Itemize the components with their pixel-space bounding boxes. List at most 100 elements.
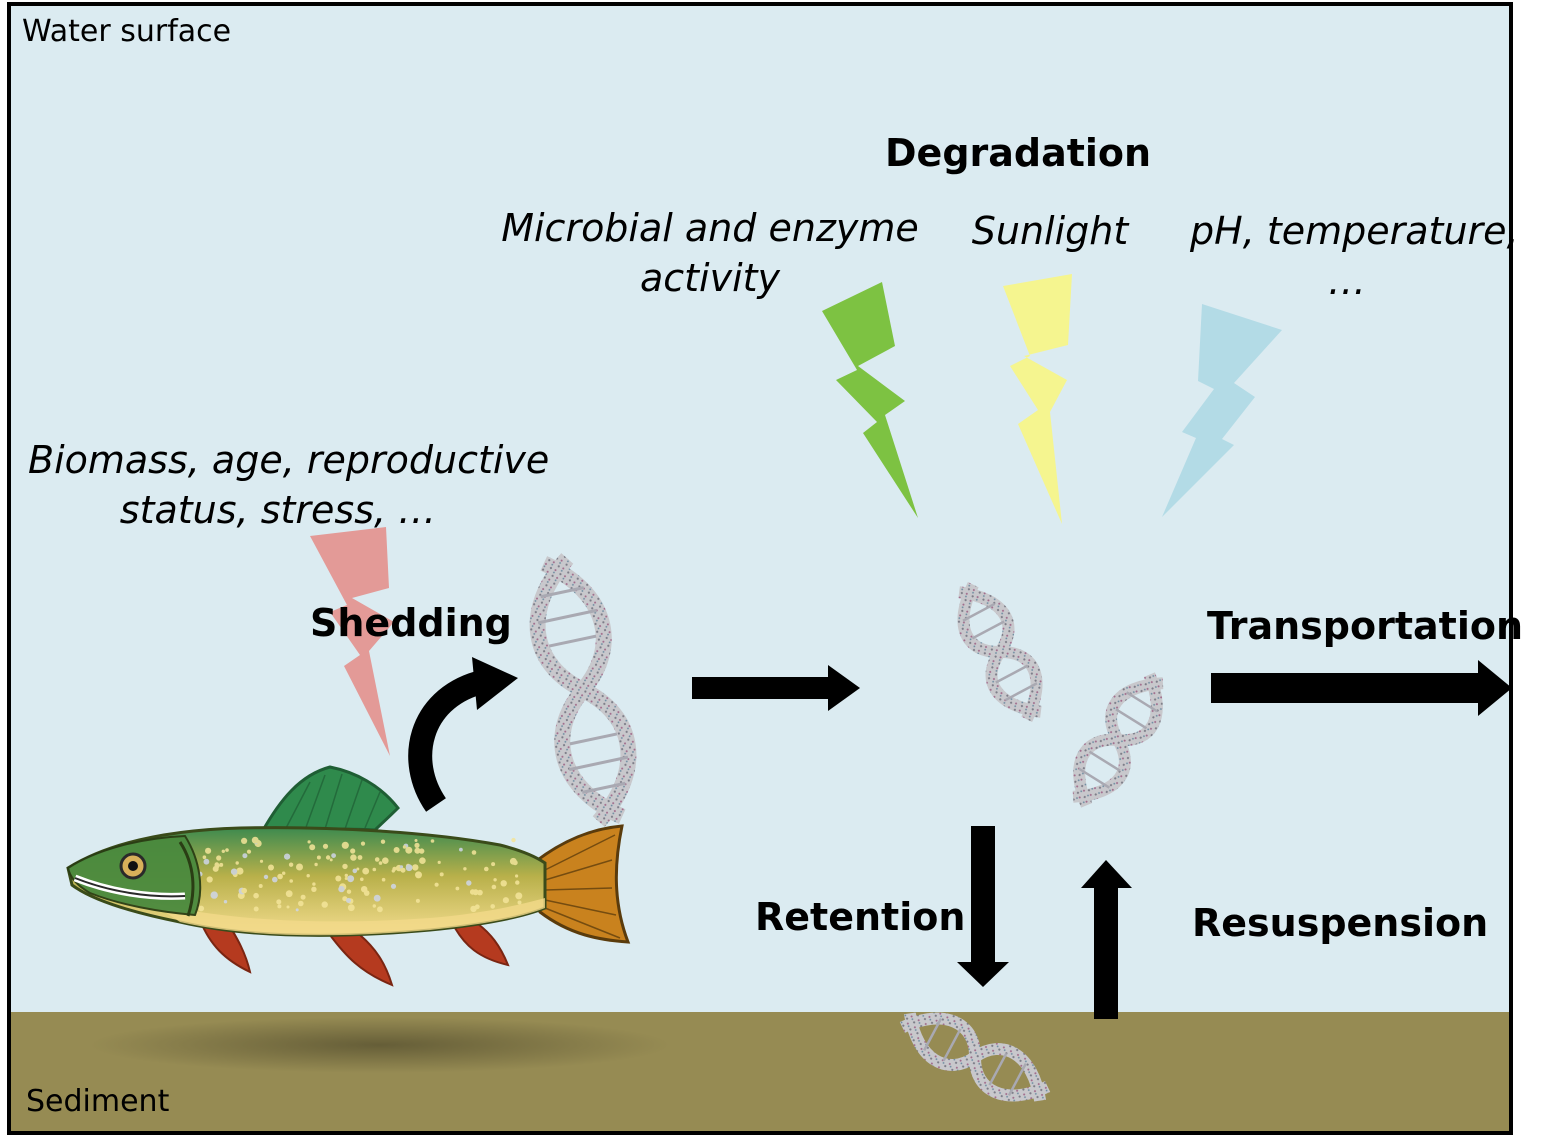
fish-spot	[341, 841, 349, 849]
transportation-label: Transportation	[1207, 604, 1524, 648]
fish-spot	[210, 891, 218, 899]
fish-spot	[472, 889, 479, 896]
fish-spot	[282, 871, 286, 875]
fish-spot	[400, 867, 406, 873]
fish-spot	[230, 868, 238, 875]
dna-helix-icon-sediment	[899, 1012, 1051, 1102]
fish-spot	[380, 839, 386, 844]
fish-spot	[259, 859, 264, 863]
fish-spot	[344, 873, 348, 878]
fish-shadow	[90, 1017, 670, 1073]
biomass-bolt-icon	[310, 527, 394, 756]
fish-spot	[405, 864, 413, 872]
fish-spot	[356, 867, 360, 871]
fish-gill	[178, 841, 195, 917]
fish-spot	[253, 906, 259, 912]
fish-spot	[374, 857, 380, 862]
fish-spot	[263, 874, 269, 880]
trout-fish-icon	[66, 765, 631, 987]
fish-spot	[477, 889, 483, 896]
microbial-bolt-icon	[822, 282, 918, 518]
fish-spot	[309, 844, 316, 851]
fish-spot	[284, 853, 291, 860]
fish-spot	[338, 885, 345, 893]
fish-spot	[455, 886, 460, 891]
fish-spot	[502, 897, 509, 904]
fish-spot	[350, 854, 357, 861]
fish-spot	[236, 867, 244, 875]
fish-spot	[307, 840, 311, 844]
fish-spot	[277, 904, 282, 909]
shedding-curved-arrow	[408, 671, 482, 812]
fish-spot	[225, 848, 229, 852]
fish-spot	[405, 846, 413, 854]
fish-spot	[347, 904, 355, 912]
fish-belly	[150, 898, 545, 936]
dna-helix-icon-transported	[1072, 672, 1164, 808]
sunlight-bolt-icon	[1003, 274, 1072, 524]
fish-spot	[344, 877, 348, 880]
fish-anal-fin	[453, 922, 510, 967]
fish-spot	[285, 890, 293, 898]
resuspension-arrow-head	[1081, 860, 1132, 888]
fish-spot	[205, 847, 212, 854]
fish-spot	[491, 884, 497, 890]
fish-spot	[214, 862, 220, 867]
ph-label-line2: …	[1328, 259, 1366, 303]
fish-spot	[491, 862, 496, 867]
fish-spot	[382, 857, 389, 864]
fish-spot	[342, 896, 348, 902]
fish-spot	[352, 868, 358, 874]
flow-arrow-shaft	[692, 677, 830, 699]
biomass-label-line2: status, stress, …	[119, 488, 437, 532]
fish-spot	[322, 843, 329, 849]
fish-spot	[272, 876, 278, 883]
fish-spot	[471, 850, 477, 855]
fish-spot	[219, 862, 224, 867]
fish-spot	[347, 875, 355, 883]
fish-spot	[412, 864, 419, 871]
fish-spot	[242, 853, 248, 859]
sunlight-label: Sunlight	[971, 209, 1129, 253]
fish-spot	[459, 847, 463, 852]
fish-spot	[325, 855, 331, 860]
fish-spot	[277, 873, 283, 880]
fish-spot	[329, 858, 333, 862]
fish-spot	[276, 899, 282, 905]
fish-spot	[430, 839, 435, 843]
fish-spot	[268, 864, 274, 871]
fish-spot	[362, 867, 370, 875]
fish-spot	[311, 886, 317, 892]
fish-spot	[414, 839, 418, 842]
fish-spot	[391, 869, 395, 873]
fish-spot	[434, 882, 439, 887]
fish-spot	[235, 861, 239, 865]
fish-spot	[342, 863, 348, 870]
fish-spot	[316, 855, 321, 860]
fish-spot	[517, 900, 522, 905]
fish-spot	[515, 874, 519, 878]
fish-spot	[381, 877, 386, 882]
fish-spot	[415, 898, 420, 903]
fish-spot	[298, 900, 304, 907]
fish-spot	[350, 848, 356, 854]
fish-spot	[377, 906, 383, 913]
fish-spot	[500, 880, 507, 887]
fish-spot	[221, 849, 225, 853]
fish-spot	[241, 837, 248, 845]
biomass-label-line1: Biomass, age, reproductive	[28, 438, 550, 482]
fish-spot	[372, 904, 376, 908]
fish-spot	[484, 866, 489, 872]
fish-spot	[241, 887, 247, 894]
fish-spot	[515, 892, 523, 900]
fish-spot	[402, 845, 407, 849]
fish-spot	[357, 855, 363, 860]
transportation-arrow-shaft	[1211, 673, 1481, 703]
fish-spot	[286, 905, 290, 909]
fish-spot	[466, 880, 472, 886]
fish-spot	[203, 858, 210, 865]
fish-spot	[202, 855, 207, 859]
fish-spot	[198, 905, 205, 912]
fish-spot	[439, 872, 444, 877]
